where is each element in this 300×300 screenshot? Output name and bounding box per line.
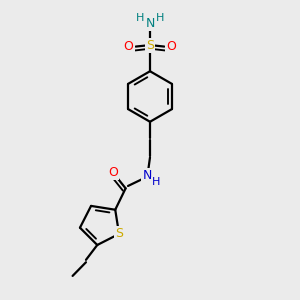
Text: H: H bbox=[135, 13, 144, 23]
Text: O: O bbox=[108, 167, 118, 179]
Text: O: O bbox=[167, 40, 176, 53]
Text: N: N bbox=[142, 169, 152, 182]
Text: O: O bbox=[124, 40, 134, 53]
Text: H: H bbox=[156, 13, 165, 23]
Text: S: S bbox=[115, 227, 123, 240]
Text: N: N bbox=[145, 17, 155, 30]
Text: H: H bbox=[152, 177, 160, 188]
Text: S: S bbox=[146, 39, 154, 52]
